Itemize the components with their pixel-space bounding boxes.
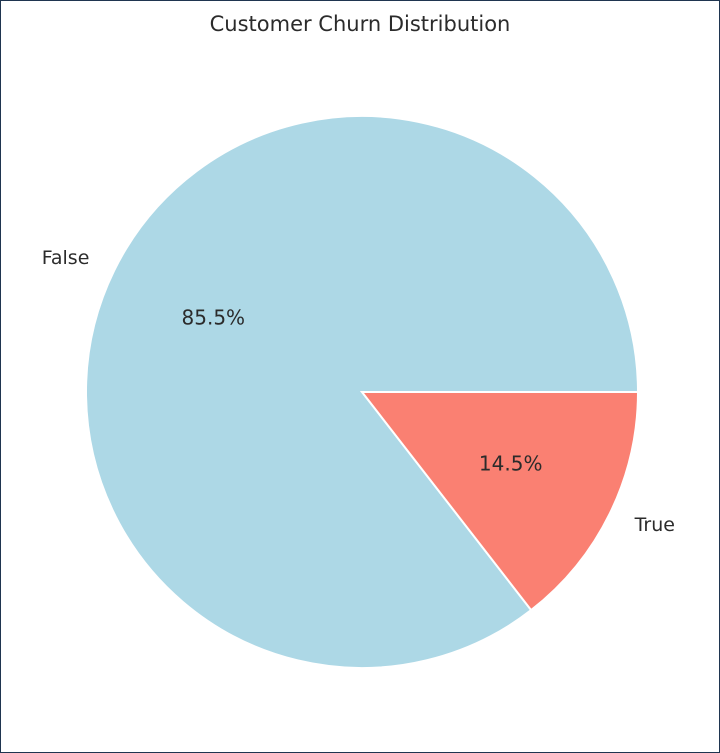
pie-labels: False 85.5% True 14.5% bbox=[42, 247, 675, 536]
chart-title: Customer Churn Distribution bbox=[209, 12, 511, 36]
slice-label-false: False bbox=[42, 247, 90, 269]
pie-slice-true bbox=[359, 391, 640, 612]
percent-label-true: 14.5% bbox=[479, 451, 543, 475]
slice-label-true: True bbox=[634, 514, 675, 536]
pie-slices bbox=[85, 115, 640, 669]
percent-label-false: 85.5% bbox=[182, 306, 246, 330]
